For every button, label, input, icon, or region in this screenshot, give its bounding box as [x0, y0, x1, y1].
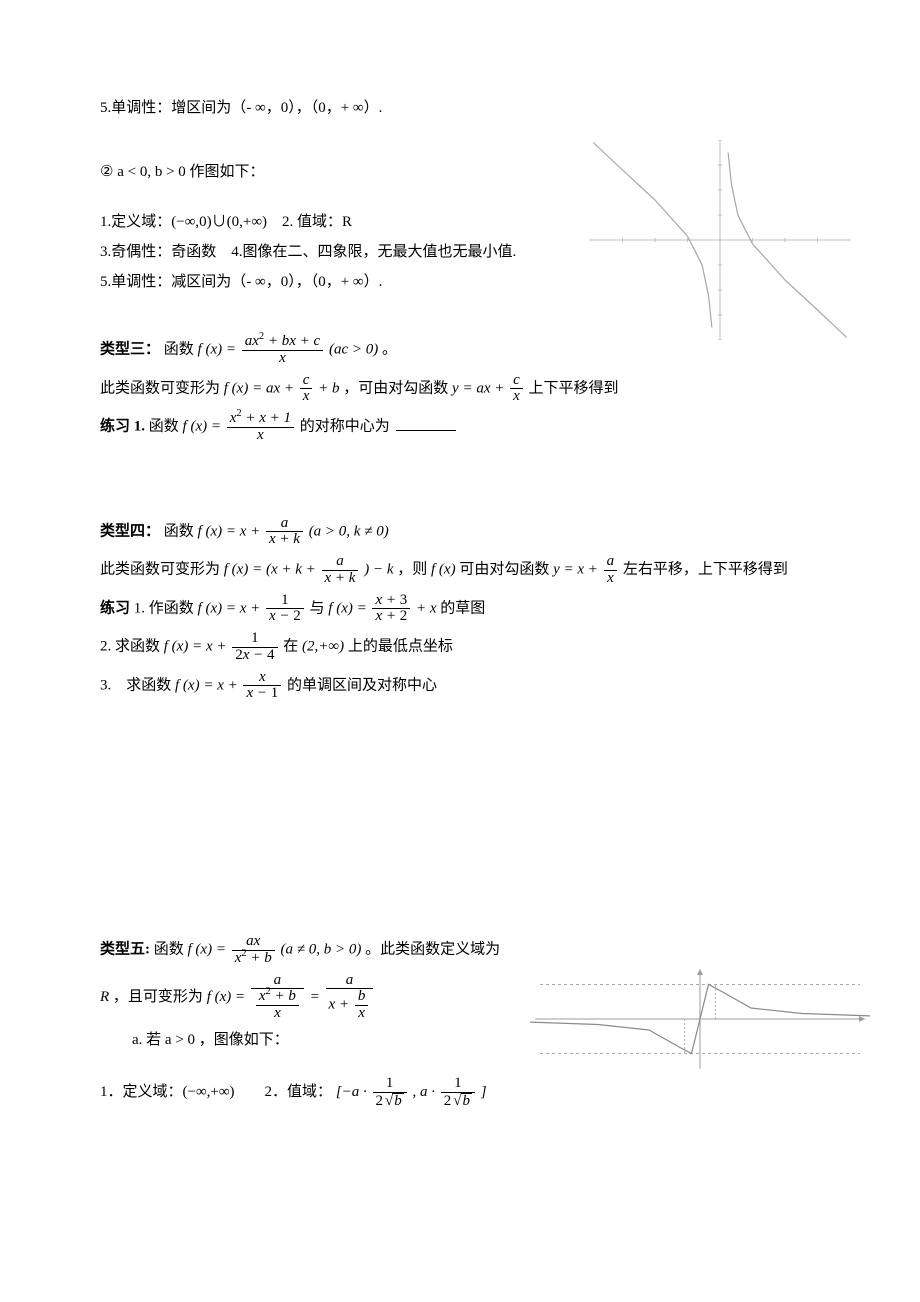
type4-heading: 类型四： 函数 f (x) = x + ax + k (a > 0, k ≠ 0…	[100, 516, 820, 549]
graph-type5	[530, 964, 870, 1074]
case-2-condition: ② a < 0, b > 0 作图如下：	[100, 164, 265, 180]
answer-blank-1	[396, 415, 456, 431]
type3-transform: 此类函数可变形为 f (x) = ax + cx + b ，可由对勾函数 y =…	[100, 373, 820, 406]
monotonicity-line-1: 5.单调性：增区间为（- ∞，0），（0，+ ∞）.	[100, 96, 820, 120]
type4-transform: 此类函数可变形为 f (x) = (x + k + ax + k ) − k ，…	[100, 554, 820, 587]
type4-practice-2: 2. 求函数 f (x) = x + 12x − 4 在 (2,+∞) 上的最低…	[100, 631, 820, 664]
type4-practice-3: 3. 求函数 f (x) = x + xx − 1 的单调区间及对称中心	[100, 670, 820, 703]
graph-case-2	[590, 140, 850, 340]
type3-practice-1: 练习 1. 函数 f (x) = x2 + x + 1x 的对称中心为	[100, 411, 820, 444]
type5-heading: 类型五: 函数 f (x) = axx2 + b (a ≠ 0, b > 0) …	[100, 934, 820, 967]
type5-domain-range: 1．定义域：(−∞,+∞) 2．值域： [−a · 1 2b , a · 1 2…	[100, 1076, 820, 1110]
type4-practice-1: 练习 1. 作函数 f (x) = x + 1x − 2 与 f (x) = x…	[100, 593, 820, 626]
